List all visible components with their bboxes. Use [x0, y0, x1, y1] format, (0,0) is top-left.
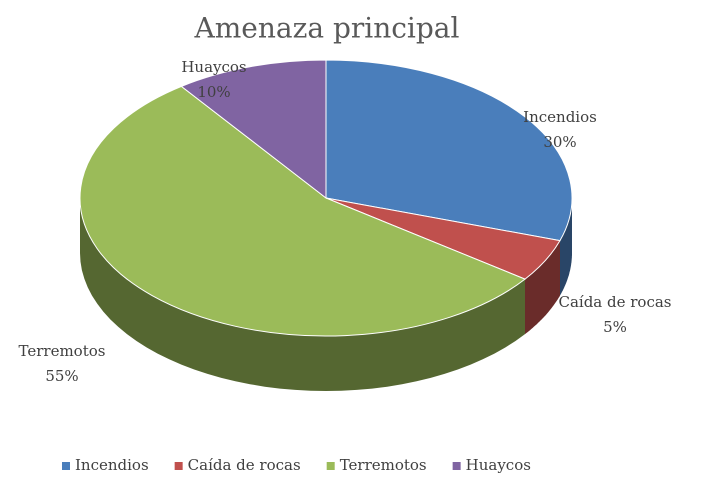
legend-swatch	[452, 462, 461, 470]
legend-label: Huaycos	[466, 456, 531, 474]
legend-label: Caída de rocas	[188, 456, 301, 474]
data-label-category: Incendios	[523, 108, 597, 126]
data-label-value: 55%	[45, 367, 78, 385]
pie-side	[80, 198, 525, 391]
legend-swatch	[62, 462, 70, 470]
data-label-category: Huaycos	[181, 58, 246, 76]
pie-slice	[180, 59, 327, 200]
legend-label: Incendios	[75, 456, 149, 474]
pie-slice	[325, 59, 573, 242]
pie-side	[525, 240, 560, 335]
legend-swatch	[326, 462, 335, 470]
data-label-category: Terremotos	[19, 342, 106, 360]
data-label-value: 30%	[543, 133, 576, 151]
legend-swatch	[174, 462, 183, 470]
pie-side	[560, 198, 572, 296]
data-label-value: 10%	[197, 83, 230, 101]
pie-slice	[79, 85, 527, 337]
data-label-value: 5%	[603, 318, 627, 336]
data-label-category: Caída de rocas	[558, 293, 671, 311]
chart-title: Amenaza principal	[194, 12, 460, 45]
legend-label: Terremotos	[340, 456, 427, 474]
